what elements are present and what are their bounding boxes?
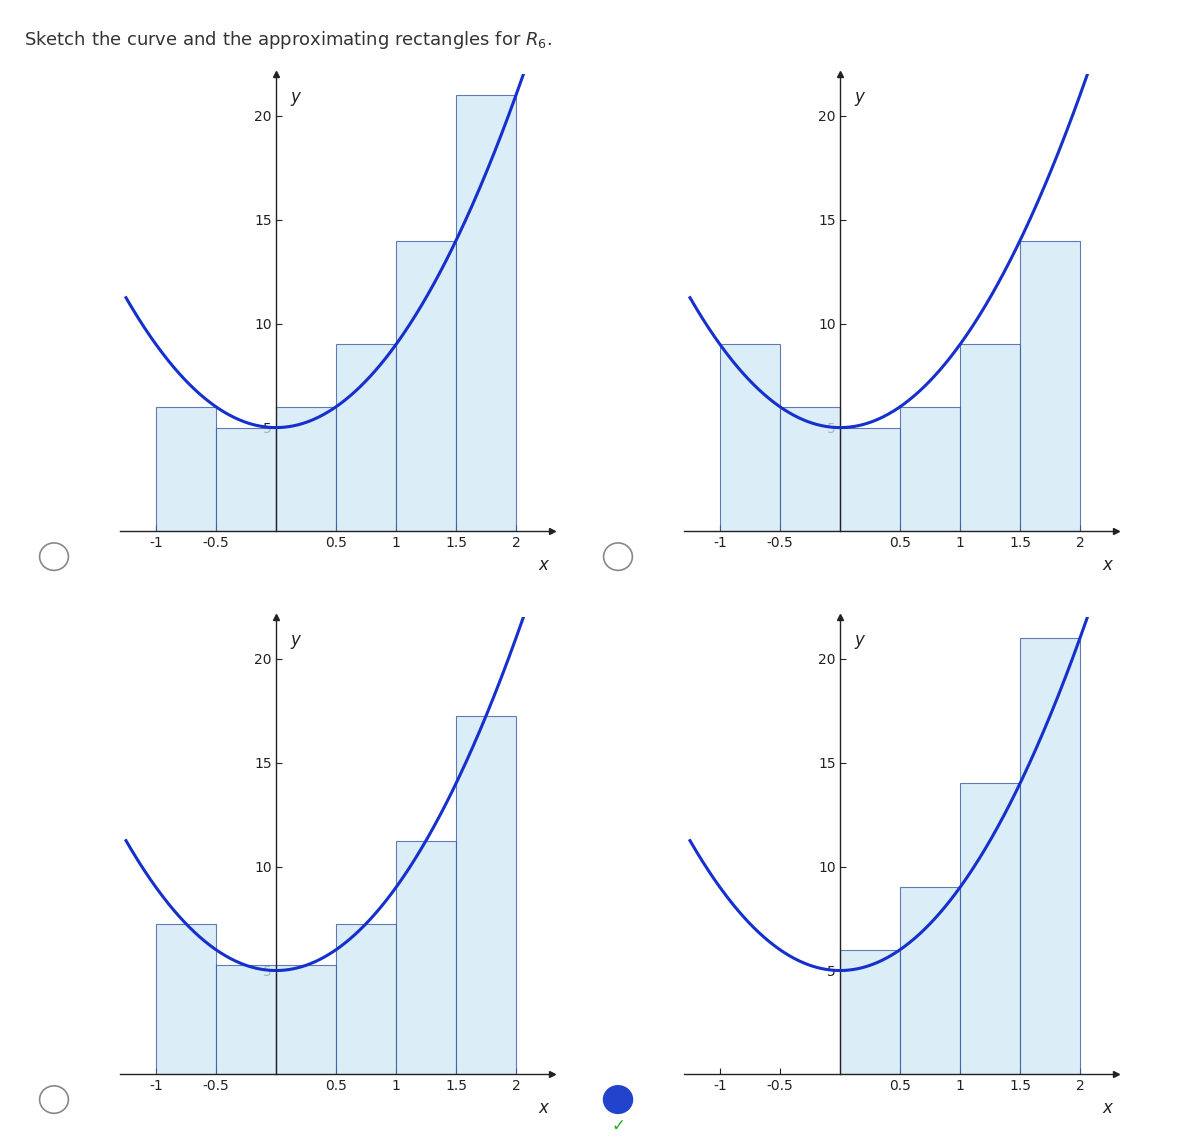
Bar [156,407,216,531]
Bar [960,344,1020,531]
Text: y: y [854,88,864,106]
Bar [1020,638,1080,1074]
Bar [216,427,276,531]
Bar [336,344,396,531]
Text: y: y [290,88,300,106]
Bar [456,95,516,531]
Text: ✓: ✓ [611,1117,625,1135]
Bar [900,887,960,1074]
Bar [840,427,900,531]
Text: Sketch the curve and the approximating rectangles for $R_6$.: Sketch the curve and the approximating r… [24,29,552,50]
Text: x: x [1103,1100,1112,1118]
Text: x: x [539,557,548,575]
Bar [780,407,840,531]
Bar [276,407,336,531]
Bar [156,924,216,1074]
Bar [1020,240,1080,531]
Bar [720,344,780,531]
Text: y: y [290,631,300,649]
Bar [840,950,900,1074]
Bar [216,966,276,1074]
Bar [276,966,336,1074]
Text: x: x [539,1100,548,1118]
Bar [396,840,456,1074]
Bar [456,716,516,1074]
Text: y: y [854,631,864,649]
Bar [336,924,396,1074]
Bar [900,407,960,531]
Bar [396,240,456,531]
Text: x: x [1103,557,1112,575]
Bar [960,783,1020,1074]
